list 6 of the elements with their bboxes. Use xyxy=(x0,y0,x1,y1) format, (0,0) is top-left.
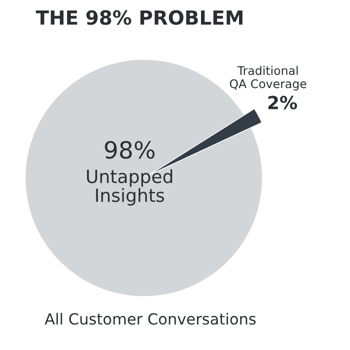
data-label: 2% xyxy=(268,96,298,110)
chart-title: THE 98% PROBLEM xyxy=(36,10,242,25)
slice-label: Untapped Insights xyxy=(87,169,172,206)
data-label: 98% xyxy=(104,140,155,159)
slice-label: Traditional QA Coverage xyxy=(230,66,306,90)
text: All Customer Conversations xyxy=(44,312,256,325)
